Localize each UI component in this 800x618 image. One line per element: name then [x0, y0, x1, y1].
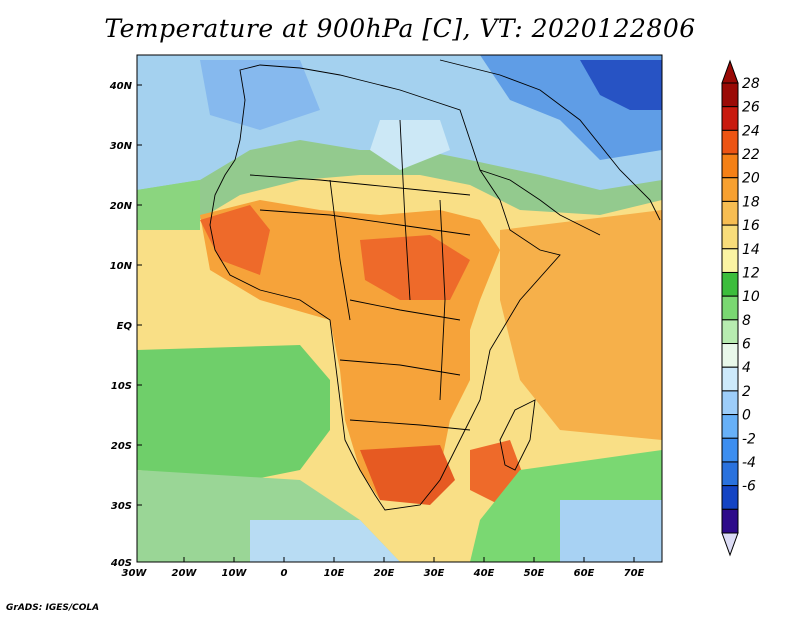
colorbar-swatch: [721, 295, 739, 321]
lon-label: 40E: [473, 568, 495, 579]
colorbar-label: 14: [742, 242, 760, 258]
colorbar-label: 26: [742, 100, 760, 116]
colorbar-label: 10: [742, 289, 760, 305]
lon-label: 70E: [624, 568, 645, 579]
colorbar-swatch: [721, 271, 739, 297]
lon-label: 20W: [172, 568, 198, 579]
colorbar-label: 16: [742, 218, 760, 234]
colorbar-swatch: [721, 106, 739, 131]
lon-label: 20E: [374, 568, 395, 579]
colorbar-label: -4: [742, 455, 756, 471]
lat-label: 20N: [110, 201, 133, 212]
colorbar-swatch: [721, 343, 739, 368]
map-title: Temperature at 900hPa [C], VT: 202012280…: [104, 14, 696, 43]
colorbar-swatch: [721, 366, 739, 392]
temperature-field: [137, 55, 662, 562]
lon-label: 10W: [222, 568, 248, 579]
colorbar-swatch: [721, 319, 739, 345]
colorbar-swatch: [721, 414, 739, 439]
lon-label: 50E: [524, 568, 545, 579]
colorbar-swatch: [721, 437, 739, 463]
lat-label: 30N: [110, 141, 133, 152]
lat-label: 40N: [109, 81, 133, 92]
colorbar-label: 28: [742, 76, 760, 92]
colorbar-label: 0: [742, 408, 751, 424]
coastlines-borders: [209, 59, 661, 511]
colorbar-label: -2: [742, 431, 756, 447]
lat-label: 20S: [111, 441, 132, 452]
colorbar-label: 4: [742, 360, 751, 376]
colorbar-swatch: [721, 508, 739, 534]
colorbar-label: 22: [742, 147, 760, 163]
lat-label: 30S: [111, 501, 132, 512]
colorbar-swatch: [721, 82, 739, 108]
lat-label: 40S: [110, 558, 132, 569]
colorbar-swatch: [721, 129, 739, 155]
colorbar-label: 12: [742, 265, 760, 281]
colorbar-swatch: [721, 224, 739, 250]
colorbar-label: 2: [742, 384, 751, 400]
colorbar-swatch: [721, 153, 739, 179]
colorbar-bottom-arrow: [721, 532, 739, 557]
colorbar-swatch: [721, 485, 739, 510]
lat-axis: 40N 30N 20N 10N EQ 10S 20S 30S 40S: [109, 81, 142, 569]
lon-axis: 30W 20W 10W 0 10E 20E 30E 40E 50E 60E 70E: [122, 557, 645, 579]
colorbar-swatch: [721, 177, 739, 202]
lon-label: 60E: [574, 568, 595, 579]
lon-label: 30E: [424, 568, 445, 579]
colorbar-label: 8: [742, 313, 751, 329]
colorbar-top-arrow: [721, 59, 739, 84]
lon-label: 30W: [122, 568, 148, 579]
colorbar-label: 24: [742, 123, 760, 139]
lat-label: 10N: [110, 261, 133, 272]
lon-label: 0: [281, 568, 288, 579]
lat-label: 10S: [111, 381, 132, 392]
grads-credit: GrADS: IGES/COLA: [6, 603, 100, 613]
colorbar-label: 6: [742, 337, 751, 353]
colorbar-swatch: [721, 248, 739, 273]
lat-label: EQ: [117, 321, 133, 332]
colorbar-swatch: [721, 200, 739, 226]
colorbar-label: 18: [742, 194, 760, 210]
colorbar-label: -6: [742, 479, 756, 495]
map-frame: [136, 54, 663, 563]
colorbar-swatch: [721, 461, 739, 487]
lon-label: 10E: [324, 568, 345, 579]
colorbar-swatch: [721, 390, 739, 416]
colorbar-label: 20: [742, 171, 760, 187]
